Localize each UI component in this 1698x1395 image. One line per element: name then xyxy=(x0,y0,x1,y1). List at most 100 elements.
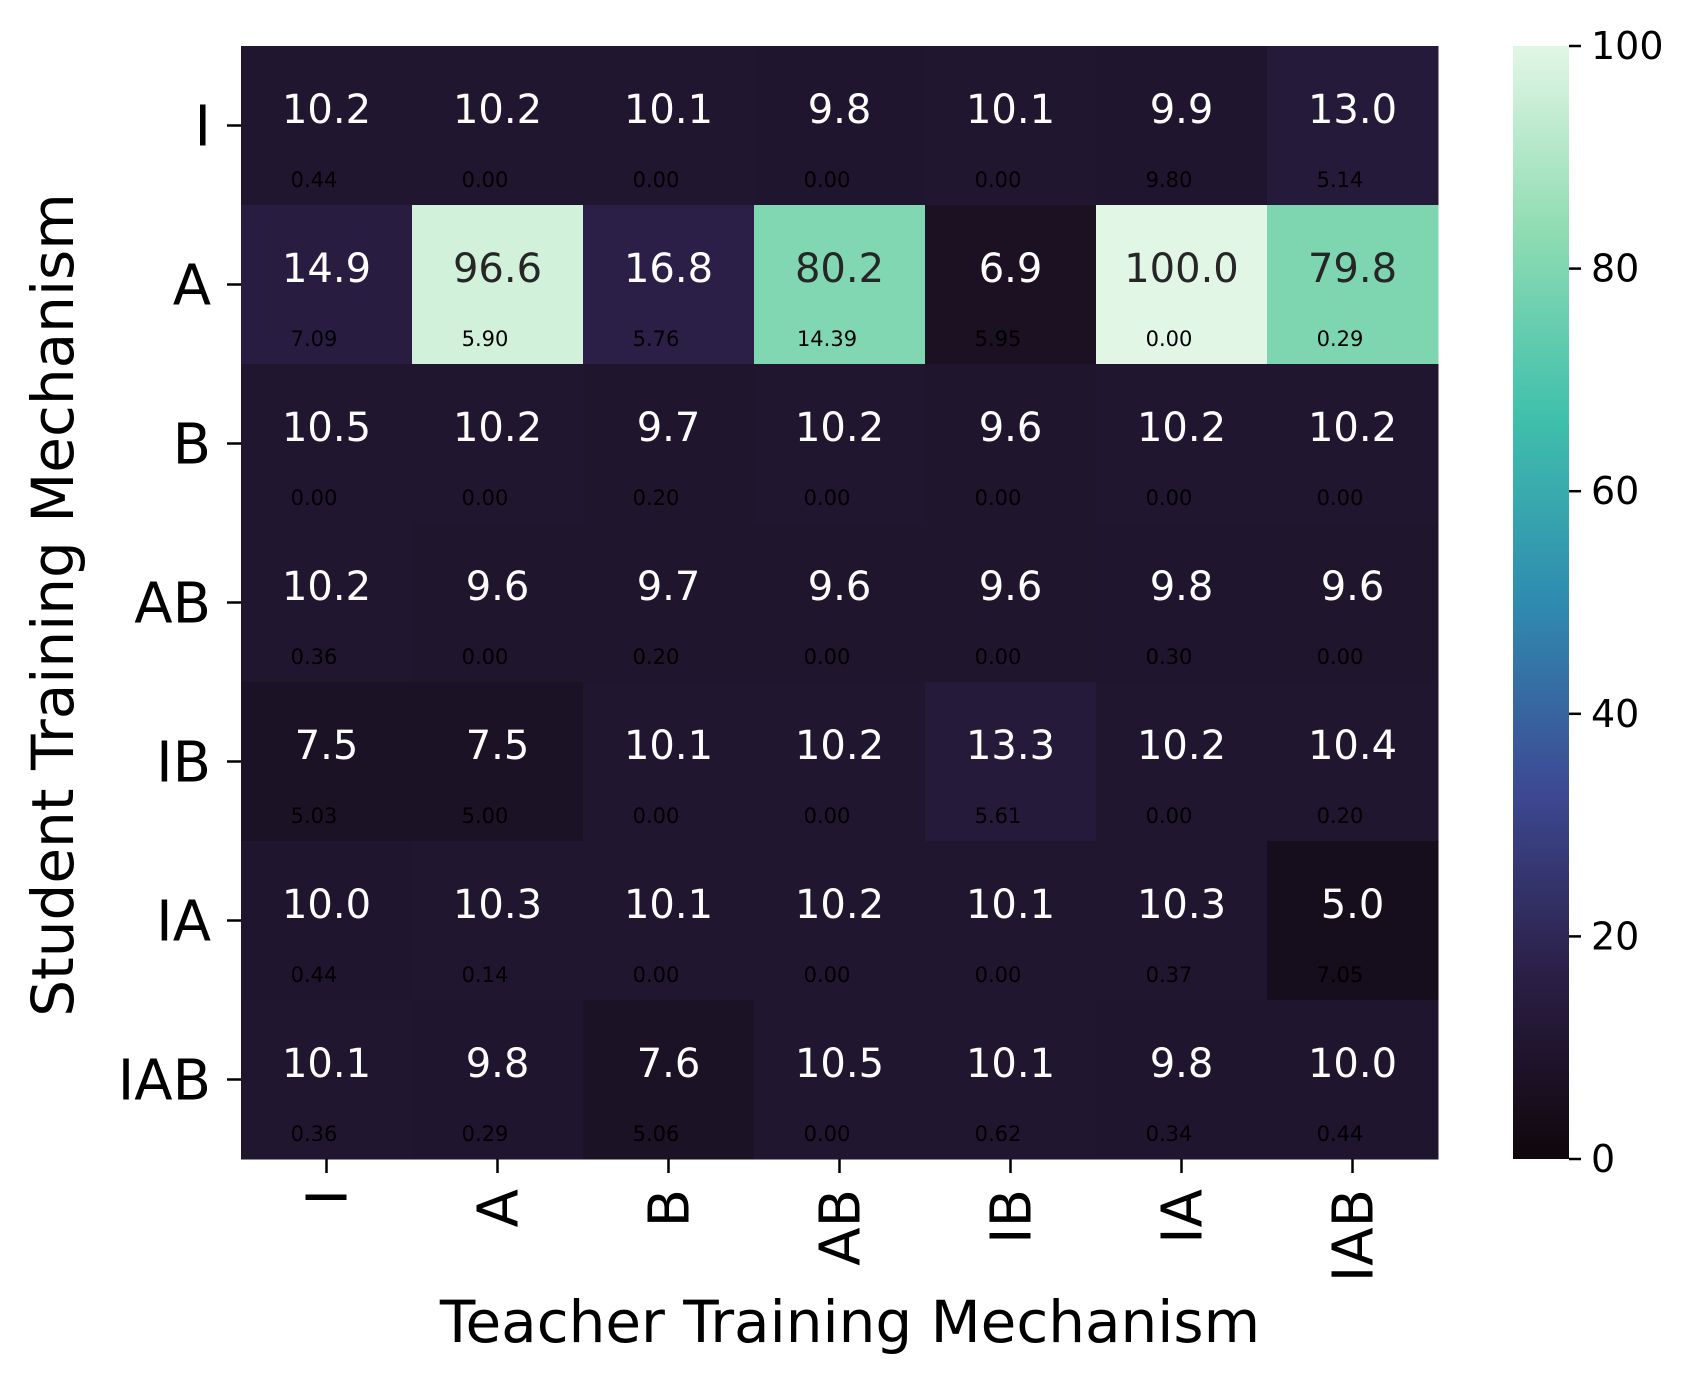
y-tick-label: B xyxy=(173,413,211,478)
y-tick-label: IA xyxy=(156,890,211,955)
cell-value-label: 10.1 xyxy=(966,1041,1055,1087)
colorbar-gradient xyxy=(1513,46,1569,1159)
cell-value-label: 7.5 xyxy=(466,723,530,769)
heatmap-cell xyxy=(1096,1000,1268,1160)
heatmap-cell xyxy=(583,46,755,206)
heatmap-cell xyxy=(241,364,413,524)
cell-std-label: 14.39 xyxy=(797,327,857,351)
x-tick-label: A xyxy=(467,1189,532,1227)
heatmap-cell xyxy=(583,841,755,1001)
cell-value-label: 100.0 xyxy=(1124,246,1239,292)
cell-value-label: 16.8 xyxy=(624,246,713,292)
x-tick-label: AB xyxy=(809,1189,874,1266)
cell-std-label: 7.05 xyxy=(1317,963,1364,987)
cell-value-label: 10.2 xyxy=(453,87,542,133)
colorbar-tick-label: 0 xyxy=(1591,1137,1615,1181)
cell-std-label: 0.29 xyxy=(462,1122,509,1146)
cell-std-label: 0.30 xyxy=(1146,645,1193,669)
cell-value-label: 9.6 xyxy=(979,405,1043,451)
heatmap-cell xyxy=(754,523,926,683)
cell-std-label: 5.90 xyxy=(462,327,509,351)
heatmap-cell xyxy=(1267,205,1439,365)
cell-std-label: 0.00 xyxy=(1146,486,1193,510)
cell-value-label: 9.6 xyxy=(1321,564,1385,610)
heatmap-cell xyxy=(412,682,584,842)
heatmap-cell xyxy=(241,205,413,365)
cell-value-label: 10.3 xyxy=(1137,882,1226,928)
cell-value-label: 10.1 xyxy=(624,87,713,133)
heatmap-cell xyxy=(412,841,584,1001)
cell-std-label: 0.20 xyxy=(1317,804,1364,828)
cell-value-label: 9.8 xyxy=(466,1041,530,1087)
x-tick-label: IB xyxy=(980,1189,1045,1244)
cell-value-label: 10.2 xyxy=(1137,405,1226,451)
cell-value-label: 6.9 xyxy=(979,246,1043,292)
heatmap-cell xyxy=(925,205,1097,365)
cell-std-label: 0.00 xyxy=(1146,327,1193,351)
heatmap-cell xyxy=(1096,205,1268,365)
cell-value-label: 10.2 xyxy=(282,564,371,610)
heatmap-cell xyxy=(583,205,755,365)
cell-std-label: 0.36 xyxy=(291,645,338,669)
cell-value-label: 13.0 xyxy=(1308,87,1397,133)
y-tick-label: IB xyxy=(156,731,211,796)
cell-value-label: 14.9 xyxy=(282,246,371,292)
cell-std-label: 5.76 xyxy=(633,327,680,351)
cell-std-label: 0.00 xyxy=(1317,645,1364,669)
heatmap-cell xyxy=(583,682,755,842)
cell-value-label: 10.0 xyxy=(1308,1041,1397,1087)
x-axis-title: Teacher Training Mechanism xyxy=(439,1288,1260,1356)
cell-std-label: 0.44 xyxy=(1317,1122,1364,1146)
cell-std-label: 9.80 xyxy=(1146,168,1193,192)
cell-std-label: 0.00 xyxy=(975,645,1022,669)
colorbar-tick-label: 60 xyxy=(1591,469,1639,513)
colorbar-tick-label: 40 xyxy=(1591,692,1639,736)
cell-value-label: 9.8 xyxy=(1150,564,1214,610)
cell-std-label: 5.00 xyxy=(462,804,509,828)
cell-value-label: 9.8 xyxy=(1150,1041,1214,1087)
heatmap-cell xyxy=(1267,682,1439,842)
cell-value-label: 10.2 xyxy=(795,405,884,451)
cell-std-label: 0.00 xyxy=(975,168,1022,192)
y-tick-label: A xyxy=(173,254,211,319)
cell-value-label: 10.1 xyxy=(966,87,1055,133)
heatmap-cell xyxy=(925,364,1097,524)
cell-std-label: 0.20 xyxy=(633,645,680,669)
heatmap-cell xyxy=(412,364,584,524)
heatmap-cell xyxy=(1267,46,1439,206)
heatmap-cell xyxy=(412,205,584,365)
y-tick-label: AB xyxy=(134,572,211,637)
cell-std-label: 0.00 xyxy=(804,963,851,987)
heatmap-cell xyxy=(1267,841,1439,1001)
cell-std-label: 0.00 xyxy=(975,486,1022,510)
heatmap-cell xyxy=(241,46,413,206)
cell-value-label: 10.4 xyxy=(1308,723,1397,769)
cell-value-label: 96.6 xyxy=(453,246,542,292)
cell-value-label: 10.2 xyxy=(453,405,542,451)
cell-std-label: 0.20 xyxy=(633,486,680,510)
heatmap-cell xyxy=(925,682,1097,842)
heatmap-cell xyxy=(1096,841,1268,1001)
cell-value-label: 9.6 xyxy=(979,564,1043,610)
heatmap-cell xyxy=(1096,46,1268,206)
x-tick-label: IA xyxy=(1151,1189,1216,1244)
y-tick-label: IAB xyxy=(118,1049,211,1114)
cell-value-label: 10.1 xyxy=(624,723,713,769)
cell-std-label: 0.00 xyxy=(291,486,338,510)
heatmap-cell xyxy=(925,46,1097,206)
cell-std-label: 5.03 xyxy=(291,804,338,828)
cell-std-label: 0.44 xyxy=(291,963,338,987)
cell-value-label: 79.8 xyxy=(1308,246,1397,292)
cell-std-label: 5.95 xyxy=(975,327,1022,351)
cell-value-label: 5.0 xyxy=(1321,882,1385,928)
colorbar-tick-label: 100 xyxy=(1591,24,1664,68)
heatmap-cell xyxy=(583,1000,755,1160)
heatmap-cells: 10.2 0.44 10.2 0.00 10.1 0.00 9.8 0.00 10.1 0.00 9… xyxy=(241,46,1439,1160)
cell-std-label: 7.09 xyxy=(291,327,338,351)
x-tick-label: IAB xyxy=(1322,1189,1387,1282)
cell-std-label: 0.62 xyxy=(975,1122,1022,1146)
cell-std-label: 0.36 xyxy=(291,1122,338,1146)
heatmap-cell xyxy=(412,1000,584,1160)
heatmap-cell xyxy=(925,523,1097,683)
